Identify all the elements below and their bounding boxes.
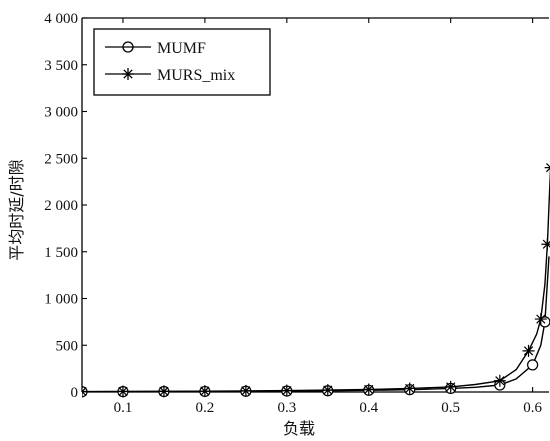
point-murs-mix <box>198 385 211 398</box>
legend-marker-murs-mix <box>122 68 134 80</box>
legend-marker-mumf <box>122 41 134 53</box>
x-tick-label: 0.2 <box>196 400 215 416</box>
legend-entry-mumf: MUMF <box>105 40 206 57</box>
x-tick-label: 0.3 <box>277 400 296 416</box>
x-tick-label: 0.6 <box>523 400 542 416</box>
series-group <box>82 162 550 398</box>
y-tick-label: 3 500 <box>44 58 78 74</box>
legend-entry-murs-mix: MURS_mix <box>105 67 235 84</box>
point-murs-mix <box>541 238 550 251</box>
point-mumf <box>527 359 539 371</box>
legend-label-murs-mix: MURS_mix <box>157 67 235 84</box>
y-tick-label: 2 000 <box>44 198 78 214</box>
point-murs-mix <box>403 382 416 395</box>
point-murs-mix <box>321 384 334 397</box>
y-tick-label: 3 000 <box>44 105 78 121</box>
y-tick-label: 4 000 <box>44 11 78 27</box>
x-axis-title: 负载 <box>283 419 315 438</box>
point-murs-mix <box>493 374 506 387</box>
point-murs-mix <box>522 344 535 357</box>
point-murs-mix <box>280 384 293 397</box>
x-tick-label: 0.5 <box>441 400 460 416</box>
point-murs-mix <box>239 384 252 397</box>
x-tick-label: 0.1 <box>114 400 133 416</box>
series-line-mumf <box>82 256 550 393</box>
tick-labels: 0.1 0.2 0.3 0.4 0.5 0.6 0 500 1 000 1 500 2 000 2 5… <box>44 11 542 416</box>
point-murs-mix <box>544 162 550 173</box>
series-line-murs-mix <box>82 167 550 393</box>
legend-label-mumf: MUMF <box>157 40 206 57</box>
plot-area <box>82 162 550 398</box>
y-tick-label: 0 <box>71 385 79 401</box>
legend: MUMF MURS_mix <box>93 28 271 96</box>
point-murs-mix <box>116 385 129 398</box>
y-tick-label: 1 500 <box>44 245 78 261</box>
y-tick-label: 1 000 <box>44 292 78 308</box>
point-murs-mix <box>362 383 375 396</box>
point-murs-mix <box>444 380 457 393</box>
legend-box <box>93 28 271 96</box>
x-tick-label: 0.4 <box>359 400 378 416</box>
y-tick-label: 500 <box>56 338 79 354</box>
point-murs-mix <box>157 385 170 398</box>
point-murs-mix <box>534 313 547 326</box>
y-tick-label: 2 500 <box>44 151 78 167</box>
y-axis-title: 平均时延/时隙 <box>7 159 26 260</box>
